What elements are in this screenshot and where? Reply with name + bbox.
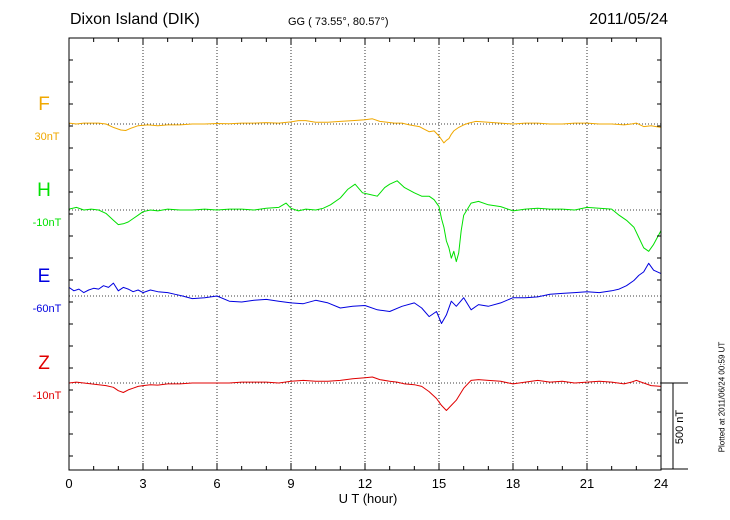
station-name: Dixon Island (DIK) [70,11,200,28]
scale-bar [661,382,688,470]
grid-lines [69,38,661,470]
x-tick-label: 0 [65,476,72,491]
scale-bar-label: 500 nT [674,409,686,445]
geographic-coordinates: GG ( 73.55°, 80.57°) [288,16,389,28]
series-name-e: E [37,266,51,287]
x-tick-label: 18 [506,476,520,491]
x-tick-label: 3 [139,476,146,491]
series-line-e [68,262,662,324]
x-tick-label: 21 [580,476,594,491]
series-baseline-h: -10nT [32,217,62,229]
series-baseline-z: -10nT [32,390,62,402]
x-tick-label: 12 [358,476,372,491]
series-line-z [68,376,662,411]
series-name-f: F [38,94,50,115]
x-axis-title: U T (hour) [338,491,398,506]
series-baseline-e: -60nT [32,303,62,315]
series-baseline-f: 30nT [34,131,60,143]
plotted-timestamp: Plotted at 2011/06/24 00:59 UT [717,341,727,453]
series-name-h: H [37,180,51,201]
axis-ticks: 0 3 6 9 12 15 18 21 24 [65,38,668,491]
series-line-h [68,180,662,263]
series-name-z: Z [38,353,50,374]
chart-date: 2011/05/24 [589,11,668,28]
series-traces [68,118,662,411]
x-tick-label: 24 [654,476,668,491]
x-tick-label: 9 [287,476,294,491]
x-tick-label: 6 [213,476,220,491]
x-tick-label: 15 [432,476,446,491]
series-line-f [68,118,662,144]
